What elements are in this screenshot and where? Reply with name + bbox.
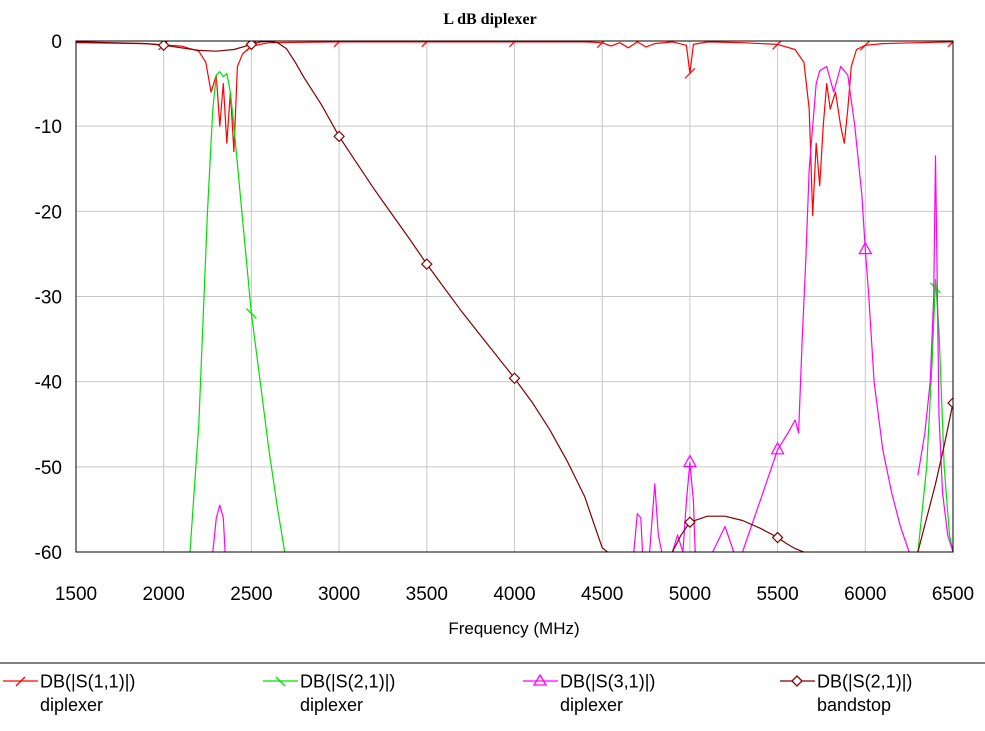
series-line [189, 71, 286, 552]
legend-sub-s21-bandstop: bandstop [817, 695, 892, 716]
x-tick-label: 2000 [143, 584, 185, 605]
legend-divider [0, 662, 985, 664]
data-marker [771, 531, 784, 544]
series-4 [76, 41, 953, 552]
y-tick-label: -30 [35, 288, 62, 309]
series-line [76, 41, 608, 552]
data-marker [684, 67, 696, 79]
data-marker [930, 282, 941, 294]
data-marker [684, 516, 696, 529]
y-tick-labels: 0 -10 -20 -30 -40 -50 -60 [35, 32, 62, 564]
x-tick-label: 4500 [581, 584, 623, 605]
x-tick-label: 5000 [669, 584, 711, 605]
series-line [917, 278, 953, 552]
y-tick-label: -50 [35, 458, 62, 479]
legend-swatch-s21 [263, 676, 298, 687]
legend-sub-s31: diplexer [560, 695, 624, 716]
legend-label-s31: DB(|S(3,1)|) [560, 671, 656, 692]
legend-item-s31-diplexer[interactable]: DB(|S(3,1)|) diplexer [520, 668, 655, 717]
plot-frame [75, 40, 954, 553]
series-2 [189, 71, 953, 552]
legend-sub-s11: diplexer [40, 695, 104, 716]
legend-item-s21-diplexer[interactable]: DB(|S(2,1)|) diplexer [260, 668, 395, 717]
series-line [633, 513, 644, 552]
legend-label-s21-bandstop: DB(|S(2,1)|) [817, 671, 913, 692]
x-tick-labels: 1500 2000 2500 3000 3500 4000 4500 5000 5500 6000… [55, 584, 974, 605]
series-line [76, 41, 953, 217]
chart-svg: L dB diplexer 0 -10 -20 -30 -40 -50 -60 1500 20… [35, 11, 975, 638]
series-line [741, 65, 910, 552]
data-marker [682, 454, 697, 468]
legend-label-s11: DB(|S(1,1)|) [40, 671, 136, 692]
x-axis-label: Frequency (MHz) [448, 619, 579, 638]
data-marker [245, 41, 258, 51]
legend-swatch-s11 [3, 676, 38, 687]
legend-item-s11-diplexer[interactable]: DB(|S(1,1)|) diplexer [0, 668, 135, 717]
data-marker [333, 130, 345, 143]
x-tick-label: 6000 [844, 584, 886, 605]
data-marker [770, 441, 785, 455]
grid [75, 40, 954, 553]
data-marker [858, 241, 873, 255]
series-1 [76, 41, 953, 217]
x-tick-label: 3000 [318, 584, 360, 605]
series-line [917, 155, 953, 552]
x-tick-label: 4000 [493, 584, 535, 605]
legend-item-s21-bandstop[interactable]: DB(|S(2,1)|) bandstop [777, 668, 912, 717]
data-marker [420, 258, 433, 270]
series-line [671, 515, 805, 552]
data-marker [245, 308, 257, 319]
data-marker [947, 397, 953, 409]
y-tick-label: 0 [51, 32, 62, 53]
data-marker [508, 372, 521, 385]
series-layer [76, 41, 953, 552]
y-tick-label: -60 [35, 543, 62, 564]
data-marker [509, 41, 517, 48]
series-line [649, 483, 663, 552]
y-tick-label: -10 [35, 117, 62, 138]
series-line [682, 462, 696, 552]
legend-label-s21: DB(|S(2,1)|) [300, 671, 396, 692]
data-marker [596, 41, 605, 49]
data-marker [421, 41, 429, 48]
x-tick-label: 6500 [932, 584, 974, 605]
y-tick-label: -40 [35, 373, 62, 394]
legend-swatch-s21-bandstop [780, 675, 815, 688]
legend-swatch-s31 [523, 673, 558, 686]
data-marker [859, 41, 871, 51]
x-tick-label: 2500 [230, 584, 272, 605]
legend: DB(|S(1,1)|) diplexer DB(|S(2,1)|) diple… [0, 662, 985, 731]
series-3 [212, 65, 953, 552]
data-marker [333, 41, 341, 48]
series-line [917, 402, 953, 552]
series-line [712, 525, 735, 552]
data-marker [947, 41, 953, 48]
x-tick-label: 1500 [55, 584, 97, 605]
series-line [212, 504, 226, 552]
x-tick-label: 5500 [756, 584, 798, 605]
data-marker [157, 41, 170, 52]
legend-sub-s21: diplexer [300, 695, 364, 716]
chart-title: L dB diplexer [443, 11, 536, 28]
series-line [671, 534, 684, 552]
y-tick-label: -20 [35, 202, 62, 223]
x-tick-label: 3500 [406, 584, 448, 605]
